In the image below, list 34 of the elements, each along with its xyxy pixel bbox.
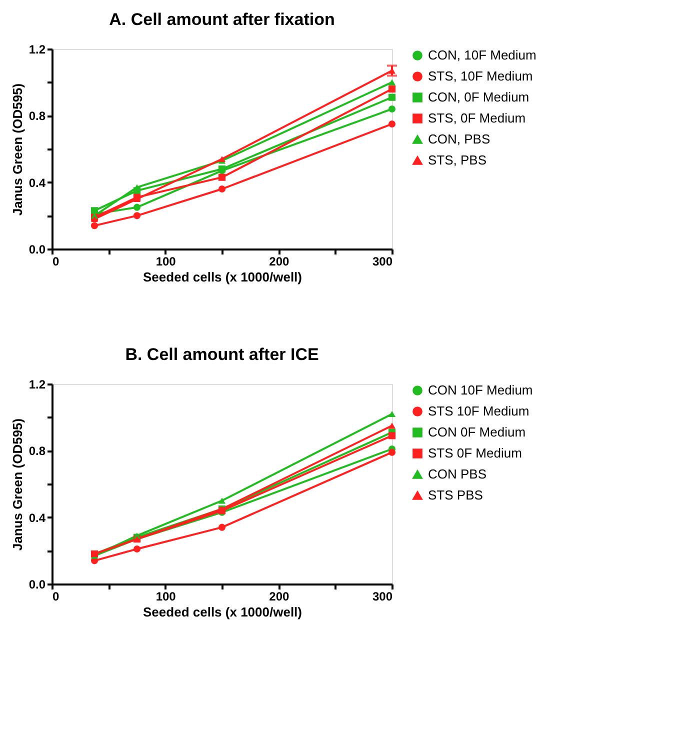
x-tick-label: 100	[156, 590, 176, 604]
y-tick-label: 1.2	[28, 378, 46, 392]
x-axis-title: Seeded cells (x 1000/well)	[143, 604, 302, 620]
y-tick-label: 0.4	[28, 176, 46, 190]
y-tick-label: 0.0	[28, 578, 46, 592]
y-tick-label: 1.2	[28, 42, 46, 56]
chart-title: A. Cell amount after fixation	[109, 10, 335, 29]
x-tick-label: 200	[269, 590, 290, 604]
x-tick-label: 100	[156, 254, 176, 268]
legend-label: CON, 10F Medium	[428, 48, 536, 62]
legend-label: CON PBS	[428, 466, 487, 482]
legend-label: STS, 10F Medium	[428, 68, 533, 84]
y-axis-title: Janus Green (OD595)	[10, 418, 25, 551]
legend-label: STS PBS	[428, 488, 484, 502]
y-tick-label: 0.8	[28, 444, 46, 458]
chart-title: B. Cell amount after ICE	[125, 345, 319, 364]
legend-label: STS 10F Medium	[428, 404, 530, 418]
y-tick-label: 0.4	[28, 510, 46, 525]
y-axis-title: Janus Green (OD595)	[10, 83, 25, 216]
legend-label: STS, PBS	[428, 152, 487, 168]
legend-label: CON 0F Medium	[428, 424, 526, 440]
x-axis-title: Seeded cells (x 1000/well)	[143, 270, 302, 284]
legend-label: CON, PBS	[428, 132, 490, 146]
legend-label: STS, 0F Medium	[428, 110, 526, 126]
x-tick-label: 200	[269, 254, 290, 268]
legend-label: CON, 0F Medium	[428, 90, 530, 104]
legend-label: CON 10F Medium	[428, 382, 533, 398]
y-tick-label: 0.8	[28, 109, 46, 124]
legend-label: STS 0F Medium	[428, 446, 522, 460]
x-tick-label: 300	[372, 254, 393, 268]
x-tick-label: 300	[372, 590, 393, 604]
y-tick-label: 0.0	[28, 242, 46, 256]
x-tick-label: 0	[52, 254, 60, 268]
x-tick-label: 0	[52, 590, 60, 604]
